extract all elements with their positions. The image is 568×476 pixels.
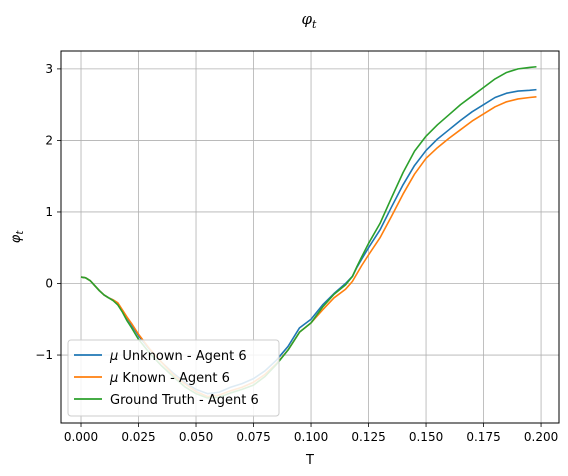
legend-entry-label: Unknown - Agent 6 <box>118 349 246 364</box>
x-tick-label: 0.075 <box>236 430 270 444</box>
y-label-subscript: t <box>15 230 26 235</box>
plot-lines <box>80 65 537 399</box>
y-tick-label: 2 <box>45 133 53 147</box>
title-main: φ <box>302 10 313 28</box>
y-tick-label: 0 <box>45 277 53 291</box>
x-tick-label: 0.150 <box>409 430 443 444</box>
legend-entry: μ Known - Agent 6 <box>109 371 230 386</box>
title-subscript: t <box>312 18 317 31</box>
x-tick-label: 0.125 <box>351 430 385 444</box>
x-tick-label: 0.025 <box>121 430 155 444</box>
x-tick-label: 0.200 <box>524 430 558 444</box>
x-axis-label: T <box>305 453 314 468</box>
legend-entry-symbol: μ <box>109 371 118 386</box>
legend-entry: μ Unknown - Agent 6 <box>109 349 247 364</box>
legend-box <box>67 339 280 417</box>
legend-entry-label: Ground Truth - Agent 6 <box>110 393 259 408</box>
x-tick-label: 0.000 <box>64 430 98 444</box>
x-tick-label: 0.100 <box>294 430 328 444</box>
legend-entry-symbol: μ <box>109 349 118 364</box>
y-axis-label: φt <box>9 230 26 244</box>
grid <box>61 51 559 423</box>
legend-entry-label: Known - Agent 6 <box>118 371 230 386</box>
y-axis: −1 0 1 2 3 <box>35 62 61 362</box>
legend: μ Unknown - Agent 6μ Known - Agent 6Grou… <box>67 339 280 417</box>
y-tick-label: 1 <box>45 205 53 219</box>
y-tick-label: 3 <box>45 62 53 76</box>
axes-frame <box>60 50 560 424</box>
legend-entry: Ground Truth - Agent 6 <box>110 393 259 408</box>
chart-title: φt <box>302 10 318 31</box>
x-axis: 0.000 0.025 0.050 0.075 0.100 0.125 0.150 0.175… <box>64 423 558 444</box>
x-tick-label: 0.050 <box>179 430 213 444</box>
y-label-main: φ <box>9 234 24 243</box>
series-line-3 <box>80 65 537 399</box>
y-tick-label: −1 <box>35 348 53 362</box>
x-tick-label: 0.175 <box>466 430 500 444</box>
